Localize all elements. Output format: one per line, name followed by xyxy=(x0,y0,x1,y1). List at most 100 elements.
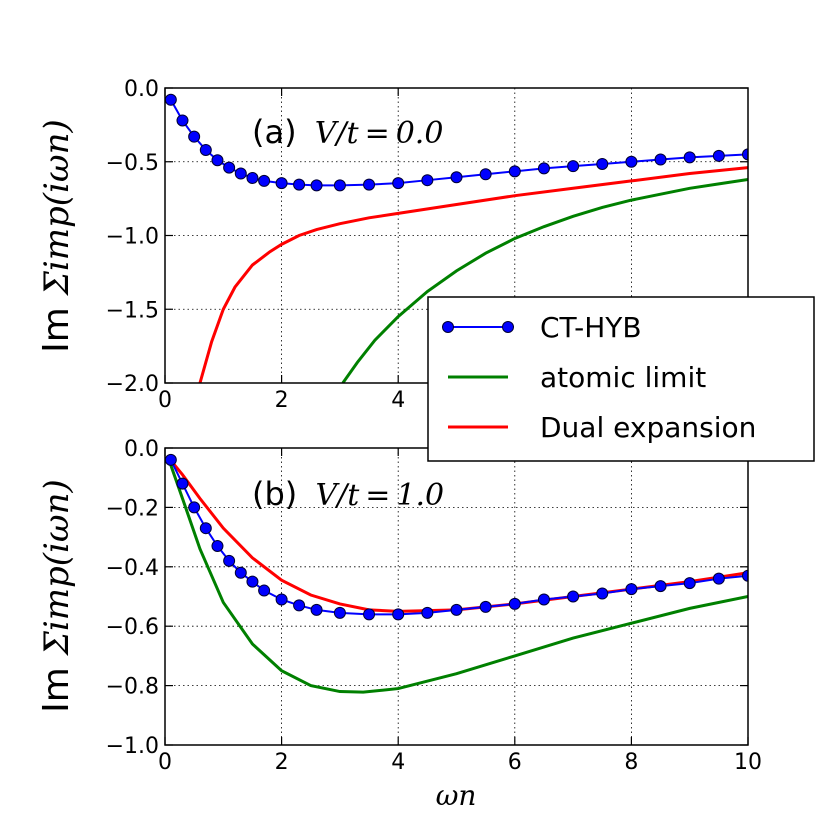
x-tick-label: 4 xyxy=(391,750,405,775)
data-point-ct-hyb xyxy=(275,593,288,606)
panel-b-annotation-prefix: (b) xyxy=(252,475,297,513)
y-tick-label: −0.5 xyxy=(106,151,159,176)
panel-a-ylabel-im: Im xyxy=(36,307,77,353)
data-point-ct-hyb xyxy=(176,477,189,490)
data-point-ct-hyb xyxy=(165,93,177,106)
panel-b-y-axis-label: Im Σimp(iωn) xyxy=(36,479,77,713)
data-point-ct-hyb xyxy=(188,501,201,514)
data-point-ct-hyb xyxy=(712,149,725,162)
data-point-ct-hyb xyxy=(333,606,346,619)
data-point-ct-hyb xyxy=(223,161,236,174)
data-point-ct-hyb xyxy=(246,575,259,588)
data-point-ct-hyb xyxy=(293,599,306,612)
data-point-ct-hyb xyxy=(211,540,224,553)
data-point-ct-hyb xyxy=(310,179,323,192)
panel-a-annotation: (a) V/t = 0.0 xyxy=(252,113,443,151)
data-point-ct-hyb xyxy=(625,155,638,168)
panel-a-y-axis-label: Im Σimp(iωn) xyxy=(36,119,77,353)
data-point-ct-hyb xyxy=(246,171,259,184)
y-tick-label: −0.8 xyxy=(106,675,159,700)
panel-b-ylabel-math: Σimp(iωn) xyxy=(37,479,77,657)
panel-b-series xyxy=(165,453,748,694)
series-line-atomic-limit xyxy=(341,177,748,383)
legend-box xyxy=(427,296,815,462)
y-tick-label: −2.0 xyxy=(106,372,159,397)
y-tick-label: −1.5 xyxy=(106,298,159,323)
y-tick-label: −0.2 xyxy=(106,496,159,521)
data-point-ct-hyb xyxy=(654,153,667,166)
x-tick-label: 6 xyxy=(508,750,522,775)
data-point-ct-hyb xyxy=(537,593,550,606)
x-tick-label: 8 xyxy=(624,750,638,775)
data-point-ct-hyb xyxy=(450,171,463,184)
data-point-ct-hyb xyxy=(625,583,638,596)
y-tick-label: −0.6 xyxy=(106,615,159,640)
legend-label-dual-expansion: Dual expansion xyxy=(540,411,756,444)
panel-a-ylabel-math: Σimp(iωn) xyxy=(37,119,77,297)
data-point-ct-hyb xyxy=(508,165,521,178)
data-point-ct-hyb xyxy=(683,577,696,590)
data-point-ct-hyb xyxy=(223,554,236,567)
data-point-ct-hyb xyxy=(333,179,346,192)
data-point-ct-hyb xyxy=(258,174,271,187)
data-point-ct-hyb xyxy=(508,597,521,610)
panel-b-ylabel-im: Im xyxy=(36,667,77,713)
data-point-ct-hyb xyxy=(537,162,550,175)
x-tick-label: 0 xyxy=(158,750,172,775)
data-point-ct-hyb xyxy=(421,606,434,619)
data-point-ct-hyb xyxy=(392,177,405,190)
data-point-ct-hyb xyxy=(742,148,748,161)
data-point-ct-hyb xyxy=(165,453,177,466)
panel-b-annotation-math: V/t = 1.0 xyxy=(315,478,444,513)
panel-a-annotation-math: V/t = 0.0 xyxy=(315,116,444,151)
data-point-ct-hyb xyxy=(479,600,492,613)
series-line-atomic-limit xyxy=(166,456,748,694)
y-tick-label: 0.0 xyxy=(124,437,159,462)
legend-label-ct-hyb: CT-HYB xyxy=(540,311,642,344)
data-point-ct-hyb xyxy=(199,143,212,156)
data-point-ct-hyb xyxy=(392,608,405,621)
data-point-ct-hyb xyxy=(275,177,288,190)
legend: CT-HYB atomic limit Dual expansion xyxy=(427,296,815,462)
data-point-ct-hyb xyxy=(363,178,376,191)
panel-a-annotation-prefix: (a) xyxy=(252,113,297,151)
data-point-ct-hyb xyxy=(293,178,306,191)
data-point-ct-hyb xyxy=(654,580,667,593)
legend-marker-ct-hyb xyxy=(502,321,514,333)
legend-label-atomic-limit: atomic limit xyxy=(540,361,706,394)
data-point-ct-hyb xyxy=(188,130,201,143)
data-point-ct-hyb xyxy=(258,584,271,597)
data-point-ct-hyb xyxy=(683,151,696,164)
data-point-ct-hyb xyxy=(234,566,247,579)
panel-b-ticks: 0 2 4 6 8 10 0.0 −0.2 −0.4 −0.6 −0.8 −1.0 xyxy=(106,437,762,775)
x-tick-label: 2 xyxy=(275,750,289,775)
series-line-dual-expansion xyxy=(198,166,748,383)
panel-b-x-axis-label: ωn xyxy=(436,779,477,812)
x-tick-label: 4 xyxy=(391,388,405,413)
panel-a-ticks: 0 2 4 0.0 −0.5 −1.0 −1.5 −2.0 xyxy=(106,77,748,413)
panel-b-annotation: (b) V/t = 1.0 xyxy=(252,475,444,513)
x-tick-label: 10 xyxy=(734,750,762,775)
data-point-ct-hyb xyxy=(234,167,247,180)
legend-entries: CT-HYB atomic limit Dual expansion xyxy=(442,311,756,444)
panel-a-series xyxy=(165,93,748,383)
y-tick-label: −1.0 xyxy=(106,225,159,250)
data-point-ct-hyb xyxy=(596,157,609,170)
data-point-ct-hyb xyxy=(742,569,748,582)
x-tick-label: 0 xyxy=(158,388,172,413)
data-point-ct-hyb xyxy=(567,590,580,603)
data-point-ct-hyb xyxy=(712,572,725,585)
legend-marker-ct-hyb xyxy=(442,321,454,333)
data-point-ct-hyb xyxy=(421,174,434,187)
data-point-ct-hyb xyxy=(211,154,224,167)
data-point-ct-hyb xyxy=(363,608,376,621)
data-point-ct-hyb xyxy=(176,114,189,127)
data-point-ct-hyb xyxy=(310,603,323,616)
y-tick-label: −0.4 xyxy=(106,556,159,581)
data-point-ct-hyb xyxy=(596,587,609,600)
data-point-ct-hyb xyxy=(479,168,492,181)
panel-b: 0 2 4 6 8 10 0.0 −0.2 −0.4 −0.6 −0.8 −1.0 (b) V/t =… xyxy=(36,437,762,812)
x-tick-label: 2 xyxy=(275,388,289,413)
y-tick-label: −1.0 xyxy=(106,734,159,759)
